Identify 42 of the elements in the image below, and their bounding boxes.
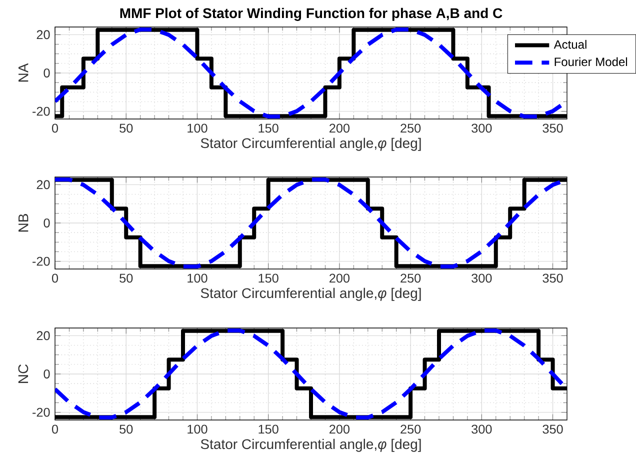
x-tick-label: 300 <box>472 424 492 434</box>
x-tick-label: 50 <box>120 274 133 283</box>
x-tick-label: 300 <box>472 274 492 283</box>
x-axis-title: Stator Circumferential angle,φ [deg] <box>200 438 421 452</box>
x-tick-label: 150 <box>258 274 278 283</box>
y-tick-label: -20 <box>32 106 50 116</box>
x-tick-label: 150 <box>258 424 278 434</box>
y-tick-label: -20 <box>32 256 50 266</box>
x-tick-label: 350 <box>542 124 563 133</box>
y-tick-label: 0 <box>44 68 50 78</box>
x-tick-label: 100 <box>188 274 208 283</box>
x-tick-label: 100 <box>188 424 208 434</box>
y-axis-title: NC <box>18 364 28 383</box>
y-tick-label: 0 <box>44 370 50 378</box>
chart-title: MMF Plot of Stator Winding Function for phase A,B and C <box>120 8 502 21</box>
y-tick-label: 0 <box>44 218 50 228</box>
x-axis-title: Stator Circumferential angle,φ [deg] <box>200 138 421 151</box>
y-axis-title: NB <box>18 214 28 232</box>
x-tick-label: 250 <box>400 424 421 434</box>
x-tick-label: 250 <box>400 274 421 283</box>
y-tick-label: -20 <box>32 408 50 417</box>
x-tick-label: 350 <box>542 424 563 434</box>
x-tick-label: 200 <box>330 274 350 283</box>
x-tick-label: 150 <box>258 124 278 133</box>
y-tick-label: 20 <box>36 30 50 40</box>
x-tick-label: 0 <box>52 124 58 133</box>
legend-label: Fourier Model <box>554 57 628 66</box>
y-axis-title: NA <box>18 63 28 82</box>
y-tick-label: 20 <box>36 180 50 190</box>
x-tick-label: 200 <box>330 424 350 434</box>
x-tick-label: 100 <box>188 124 208 133</box>
x-tick-label: 250 <box>400 124 421 133</box>
x-tick-label: 300 <box>472 124 492 133</box>
x-tick-label: 50 <box>120 124 133 133</box>
x-tick-label: 350 <box>542 274 563 283</box>
x-axis-title: Stator Circumferential angle,φ [deg] <box>200 288 421 301</box>
x-tick-label: 0 <box>52 274 58 283</box>
y-tick-label: 20 <box>36 331 50 340</box>
x-tick-label: 50 <box>120 424 133 434</box>
legend-label: Actual <box>554 40 586 49</box>
x-tick-label: 0 <box>52 424 58 434</box>
x-tick-label: 200 <box>330 124 350 133</box>
